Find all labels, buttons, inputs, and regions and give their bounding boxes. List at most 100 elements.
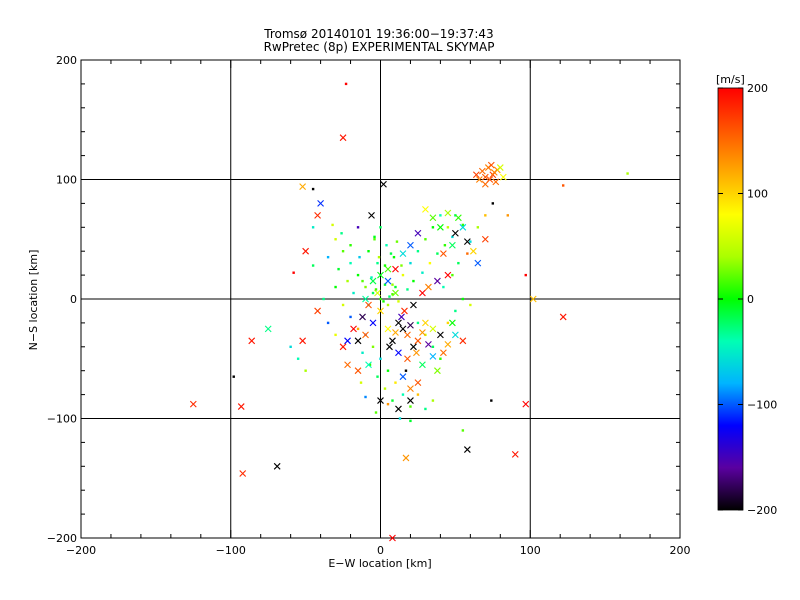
data-point-dot xyxy=(374,411,378,414)
data-point-cross xyxy=(377,397,384,404)
data-point-cross xyxy=(248,337,256,345)
data-point-cross xyxy=(384,265,392,273)
data-point-cross xyxy=(486,176,494,183)
data-point-cross xyxy=(434,367,441,375)
data-point-dot xyxy=(349,261,352,265)
colorbar-tick-label: 200 xyxy=(747,82,768,95)
colorbar-tick-label: 100 xyxy=(747,188,768,201)
data-point-dot xyxy=(431,399,435,402)
data-point-dot xyxy=(379,226,382,229)
data-point-cross xyxy=(392,289,399,297)
data-point-cross xyxy=(407,397,414,404)
data-point-cross xyxy=(429,352,437,360)
data-point-dot xyxy=(388,295,391,298)
data-point-cross xyxy=(437,223,444,231)
data-point-cross xyxy=(362,295,369,303)
data-point-cross xyxy=(399,325,407,333)
data-point-cross xyxy=(401,307,408,315)
data-point-dot xyxy=(451,273,454,277)
data-point-cross xyxy=(511,450,519,458)
data-point-cross xyxy=(398,313,405,321)
data-point-dot xyxy=(386,402,390,406)
data-point-cross xyxy=(386,343,393,351)
data-point-cross xyxy=(374,289,381,297)
data-point-dot xyxy=(439,214,442,217)
data-point-dot xyxy=(304,369,307,372)
data-point-dot xyxy=(424,238,427,241)
data-point-cross xyxy=(362,331,369,339)
data-point-dot xyxy=(356,226,360,229)
data-point-dot xyxy=(361,279,364,283)
data-point-cross xyxy=(434,277,441,285)
data-point-cross xyxy=(399,373,407,381)
x-axis-ticks: −200 −100 0 100 200 xyxy=(66,60,691,557)
data-point-cross xyxy=(444,271,452,279)
data-point-dot xyxy=(289,345,292,348)
data-point-dot xyxy=(469,240,472,243)
data-point-cross xyxy=(365,301,372,309)
data-point-dot xyxy=(341,303,345,307)
data-point-dot xyxy=(389,252,393,255)
data-point-dot xyxy=(326,255,330,259)
data-point-cross xyxy=(389,534,396,542)
data-point-dot xyxy=(394,285,397,289)
x-tick-label: 0 xyxy=(377,544,384,557)
data-point-dot xyxy=(334,333,337,337)
data-point-cross xyxy=(440,250,447,257)
data-point-cross xyxy=(429,325,437,333)
data-point-cross xyxy=(414,337,422,345)
data-point-dot xyxy=(469,303,472,307)
data-point-dot xyxy=(454,309,457,313)
data-point-dot xyxy=(311,226,315,229)
data-point-cross xyxy=(365,361,372,369)
data-point-cross xyxy=(475,176,483,183)
data-point-dot xyxy=(401,393,405,396)
data-point-cross xyxy=(407,385,414,393)
data-point-cross xyxy=(451,331,459,339)
data-point-dot xyxy=(446,226,450,229)
data-point-dot xyxy=(377,255,381,259)
data-point-dot xyxy=(443,244,447,247)
colorbar-tick-label: −100 xyxy=(747,399,777,412)
data-point-cross xyxy=(368,211,375,219)
data-point-dot xyxy=(392,255,396,259)
data-point-dot xyxy=(376,261,379,265)
data-point-dot xyxy=(484,214,487,217)
data-point-dot xyxy=(412,279,415,283)
data-point-dot xyxy=(374,288,378,291)
data-point-dot xyxy=(322,297,325,301)
data-point-cross xyxy=(437,331,444,339)
x-tick-label: −200 xyxy=(66,544,96,557)
data-point-cross xyxy=(413,349,420,357)
data-point-cross xyxy=(490,168,498,176)
data-point-dot xyxy=(382,300,385,303)
data-point-dot xyxy=(344,82,348,86)
data-point-dot xyxy=(395,240,399,243)
data-point-dot xyxy=(337,267,340,271)
data-point-cross xyxy=(454,214,462,222)
data-point-dot xyxy=(524,273,527,277)
colorbar-unit-label: [m/s] xyxy=(716,73,745,86)
data-point-cross xyxy=(444,209,452,217)
y-tick-label: 200 xyxy=(56,54,77,67)
data-point-dot xyxy=(232,375,235,378)
data-point-cross xyxy=(392,329,399,336)
data-point-dot xyxy=(394,381,397,384)
data-point-cross xyxy=(189,400,197,408)
data-point-cross xyxy=(522,400,530,408)
x-tick-label: −100 xyxy=(216,544,246,557)
data-point-cross xyxy=(419,329,426,336)
data-point-dot xyxy=(292,271,295,274)
data-point-cross xyxy=(344,361,351,369)
data-point-dot xyxy=(442,285,445,289)
data-point-dot xyxy=(421,271,424,274)
grid-lines xyxy=(81,60,680,538)
data-point-dot xyxy=(311,264,315,267)
data-point-cross xyxy=(422,319,429,327)
data-point-dot xyxy=(349,315,352,319)
data-point-cross xyxy=(264,325,272,333)
data-point-cross xyxy=(425,283,432,291)
data-point-cross xyxy=(459,223,467,231)
data-point-dot xyxy=(561,184,565,187)
data-point-cross xyxy=(559,313,567,321)
